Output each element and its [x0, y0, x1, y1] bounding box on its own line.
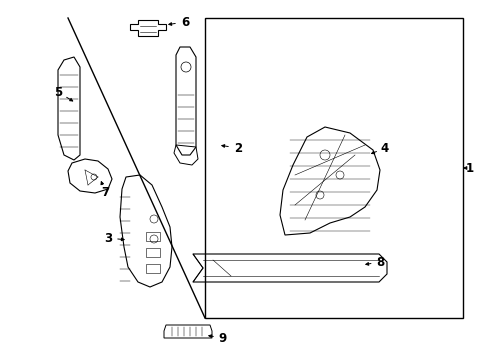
Text: 6: 6 — [181, 15, 189, 28]
Bar — [146, 264, 160, 273]
Text: 3: 3 — [104, 231, 112, 244]
Bar — [205, 18, 463, 318]
Text: 5: 5 — [54, 85, 62, 99]
Bar — [146, 232, 160, 241]
Bar — [146, 248, 160, 257]
Text: 2: 2 — [234, 141, 242, 154]
Text: 4: 4 — [381, 141, 389, 154]
Text: 1: 1 — [466, 162, 474, 175]
Text: 9: 9 — [218, 332, 226, 345]
Text: 8: 8 — [376, 256, 384, 269]
Text: 7: 7 — [101, 185, 109, 198]
